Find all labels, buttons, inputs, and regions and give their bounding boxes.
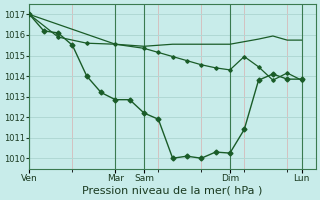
X-axis label: Pression niveau de la mer( hPa ): Pression niveau de la mer( hPa ) <box>83 186 263 196</box>
